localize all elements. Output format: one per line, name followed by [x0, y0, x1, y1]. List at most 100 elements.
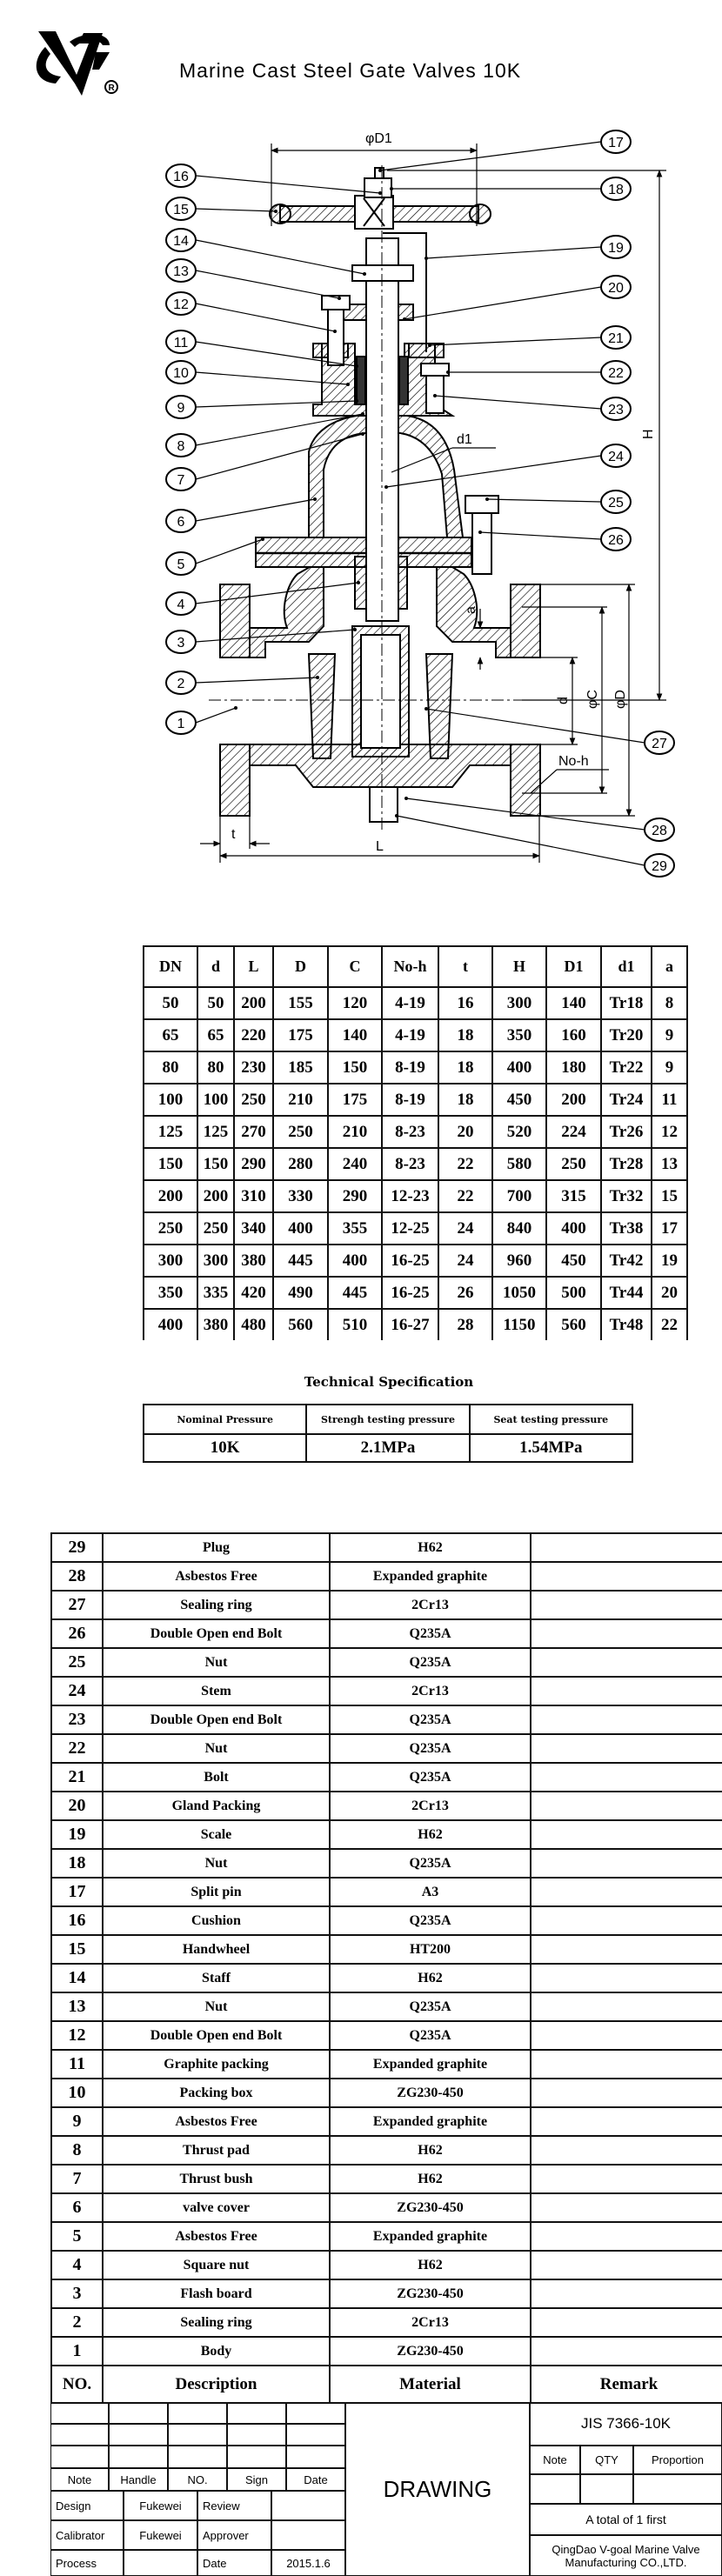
- part-description: Asbestos Free: [102, 2106, 331, 2137]
- revision-cell: [109, 2402, 168, 2424]
- callout-number: 4: [177, 597, 185, 612]
- part-material: ZG230-450: [329, 2078, 531, 2108]
- callout-number: 12: [173, 297, 189, 312]
- table-cell: 125: [143, 1115, 198, 1149]
- dimension-header-row: DN d L D C No-h t H D1 d1 a: [143, 945, 688, 988]
- callout-bubble: [165, 551, 197, 576]
- table-cell: 520: [491, 1115, 547, 1149]
- revision-cell: [168, 2402, 227, 2424]
- callout-bubble: [165, 395, 197, 419]
- part-row: 13 Nut Q235A: [50, 1992, 722, 2022]
- table-cell: 400: [545, 1211, 602, 1245]
- part-number: 11: [50, 2049, 104, 2079]
- table-cell: 400: [327, 1244, 383, 1278]
- part-row: 27 Sealing ring 2Cr13: [50, 1590, 722, 1620]
- table-cell: 120: [327, 986, 383, 1020]
- part-description: Split pin: [102, 1877, 331, 1907]
- part-description: Graphite packing: [102, 2049, 331, 2079]
- part-remark: [530, 1647, 722, 1678]
- spec-header: Seat testing pressure: [468, 1404, 634, 1435]
- table-cell: 960: [491, 1244, 547, 1278]
- table-cell: 9: [651, 1018, 688, 1052]
- callout-number: 2: [177, 677, 185, 691]
- callout-number: 16: [173, 170, 189, 184]
- leader-line: [195, 371, 349, 385]
- table-cell: 18: [438, 1083, 493, 1117]
- callout-number: 15: [173, 203, 189, 217]
- callout-number: 29: [652, 859, 667, 874]
- table-cell: 445: [272, 1244, 329, 1278]
- callout-number: 20: [608, 281, 624, 296]
- table-cell: 200: [545, 1083, 602, 1117]
- leader-line: [195, 303, 336, 332]
- table-cell: 100: [197, 1083, 235, 1117]
- table-cell: 80: [143, 1051, 198, 1084]
- part-description: Body: [102, 2336, 331, 2366]
- callout-3: 3: [165, 628, 357, 654]
- table-cell: 560: [545, 1308, 602, 1340]
- leader-line: [195, 270, 340, 299]
- part-remark: [530, 2020, 722, 2051]
- callout-bubble: [600, 130, 632, 154]
- leader-line: [396, 815, 645, 866]
- table-cell: 240: [327, 1147, 383, 1181]
- dimension-table: DN d L D C No-h t H D1 d1 a 50 50 200 155 120 4-19 16 300 1…: [143, 945, 688, 1340]
- part-remark: [530, 1877, 722, 1907]
- part-remark: [530, 2279, 722, 2309]
- callout-14: 14: [165, 228, 366, 276]
- table-cell: 8-19: [381, 1083, 439, 1117]
- callout-28: 28: [404, 797, 675, 842]
- info-cell: [530, 2474, 580, 2504]
- part-number: 28: [50, 1561, 104, 1592]
- callout-bubble: [600, 275, 632, 299]
- part-number: 1: [50, 2336, 104, 2366]
- revision-cell: [50, 2424, 109, 2446]
- callout-number: 1: [177, 717, 185, 731]
- column-header: d: [197, 945, 235, 988]
- dim-label-D: φD: [613, 690, 628, 709]
- dim-label-a: a: [464, 606, 478, 614]
- callout-bubble: [600, 444, 632, 468]
- column-header: d1: [600, 945, 652, 988]
- part-number: 18: [50, 1848, 104, 1879]
- part-material: 2Cr13: [329, 1676, 531, 1706]
- table-cell: 280: [272, 1147, 329, 1181]
- table-cell: 450: [545, 1244, 602, 1278]
- part-material: A3: [329, 1877, 531, 1907]
- table-cell: 50: [197, 986, 235, 1020]
- parts-list-table: 29 Plug H62 28 Asbestos Free Expanded graphit…: [50, 1532, 722, 2404]
- part-number: 24: [50, 1676, 104, 1706]
- table-cell: 24: [438, 1244, 493, 1278]
- part-row: 18 Nut Q235A: [50, 1848, 722, 1879]
- spec-header: Strengh testing pressure: [305, 1404, 471, 1435]
- part-row: 6 valve cover ZG230-450: [50, 2192, 722, 2223]
- callout-bubble: [165, 291, 197, 316]
- dim-label-t: t: [231, 827, 236, 842]
- callout-number: 11: [174, 336, 189, 350]
- company-name-line: QingDao V-goal Marine Valve: [552, 2542, 700, 2556]
- company-logo: R: [36, 31, 118, 96]
- part-row: 28 Asbestos Free Expanded graphite: [50, 1561, 722, 1592]
- dim-label-D1: φD1: [365, 131, 392, 146]
- callout-number: 13: [173, 264, 189, 279]
- callout-8: 8: [165, 412, 364, 457]
- info-header: Note: [530, 2446, 580, 2474]
- table-cell: 250: [545, 1147, 602, 1181]
- leader-line: [195, 400, 358, 408]
- revision-cell: [50, 2402, 109, 2424]
- part-material: ZG230-450: [329, 2336, 531, 2366]
- callout-bubble: [600, 325, 632, 350]
- part-number: 14: [50, 1963, 104, 1993]
- leader-line: [195, 538, 264, 564]
- table-row: 300 300 380 445 400 16-25 24 960 450 Tr42 19: [143, 1244, 688, 1278]
- leader-line: [195, 629, 356, 643]
- table-cell: Tr48: [600, 1308, 652, 1340]
- table-row: 200 200 310 330 290 12-23 22 700 315 Tr32 15: [143, 1179, 688, 1213]
- callout-number: 9: [177, 401, 185, 416]
- part-number: 7: [50, 2164, 104, 2194]
- table-cell: 230: [233, 1051, 274, 1084]
- table-cell: 4-19: [381, 986, 439, 1020]
- part-description: Double Open end Bolt: [102, 1705, 331, 1735]
- part-remark: [530, 1618, 722, 1649]
- callout-number: 23: [608, 403, 624, 417]
